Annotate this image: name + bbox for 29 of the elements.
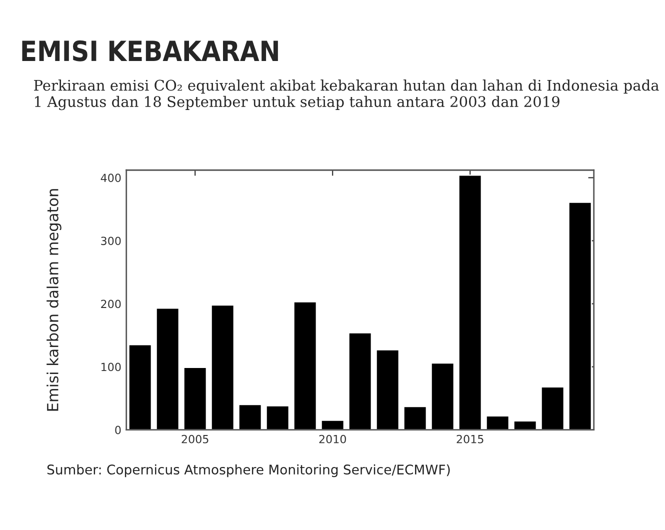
bar	[320, 420, 344, 430]
bar	[238, 404, 262, 430]
x-tick-label: 2010	[319, 434, 346, 444]
bar	[513, 420, 537, 430]
bar	[540, 386, 564, 430]
y-tick-label: 0	[115, 426, 121, 434]
bar	[293, 301, 317, 430]
y-axis-title: Emisi karbon dalam megaton	[46, 189, 62, 411]
bar	[266, 405, 290, 430]
chart-title: EMISI KEBAKARAN	[22, 40, 278, 62]
bar	[156, 308, 180, 430]
bar	[348, 332, 372, 430]
x-tick-label: 2015	[456, 434, 484, 444]
y-tick-label: 100	[102, 362, 121, 372]
y-tick-label: 200	[101, 300, 121, 308]
bar	[486, 415, 510, 430]
bar	[458, 174, 482, 430]
bar	[183, 366, 207, 430]
y-tick-label: 400	[100, 174, 121, 182]
bar	[568, 202, 592, 430]
bar	[210, 304, 234, 430]
x-tick-label: 2005	[182, 434, 208, 444]
text: Sumber: Copernicus Atmosphere Monitoring Service/ECMWF)	[47, 464, 450, 478]
chart-subtitle: Perkiraan emisi CO₂ equivalent akibat kebakaran hutan dan lahan di Indonesia pada 1 Agustus dan 18 September untuk setiap tahun antara 2003 dan 2019	[34, 80, 659, 110]
y-tick-label: 300	[101, 236, 121, 246]
bar	[430, 362, 454, 430]
bar	[403, 406, 427, 430]
bar	[376, 349, 400, 430]
bar	[128, 344, 152, 430]
